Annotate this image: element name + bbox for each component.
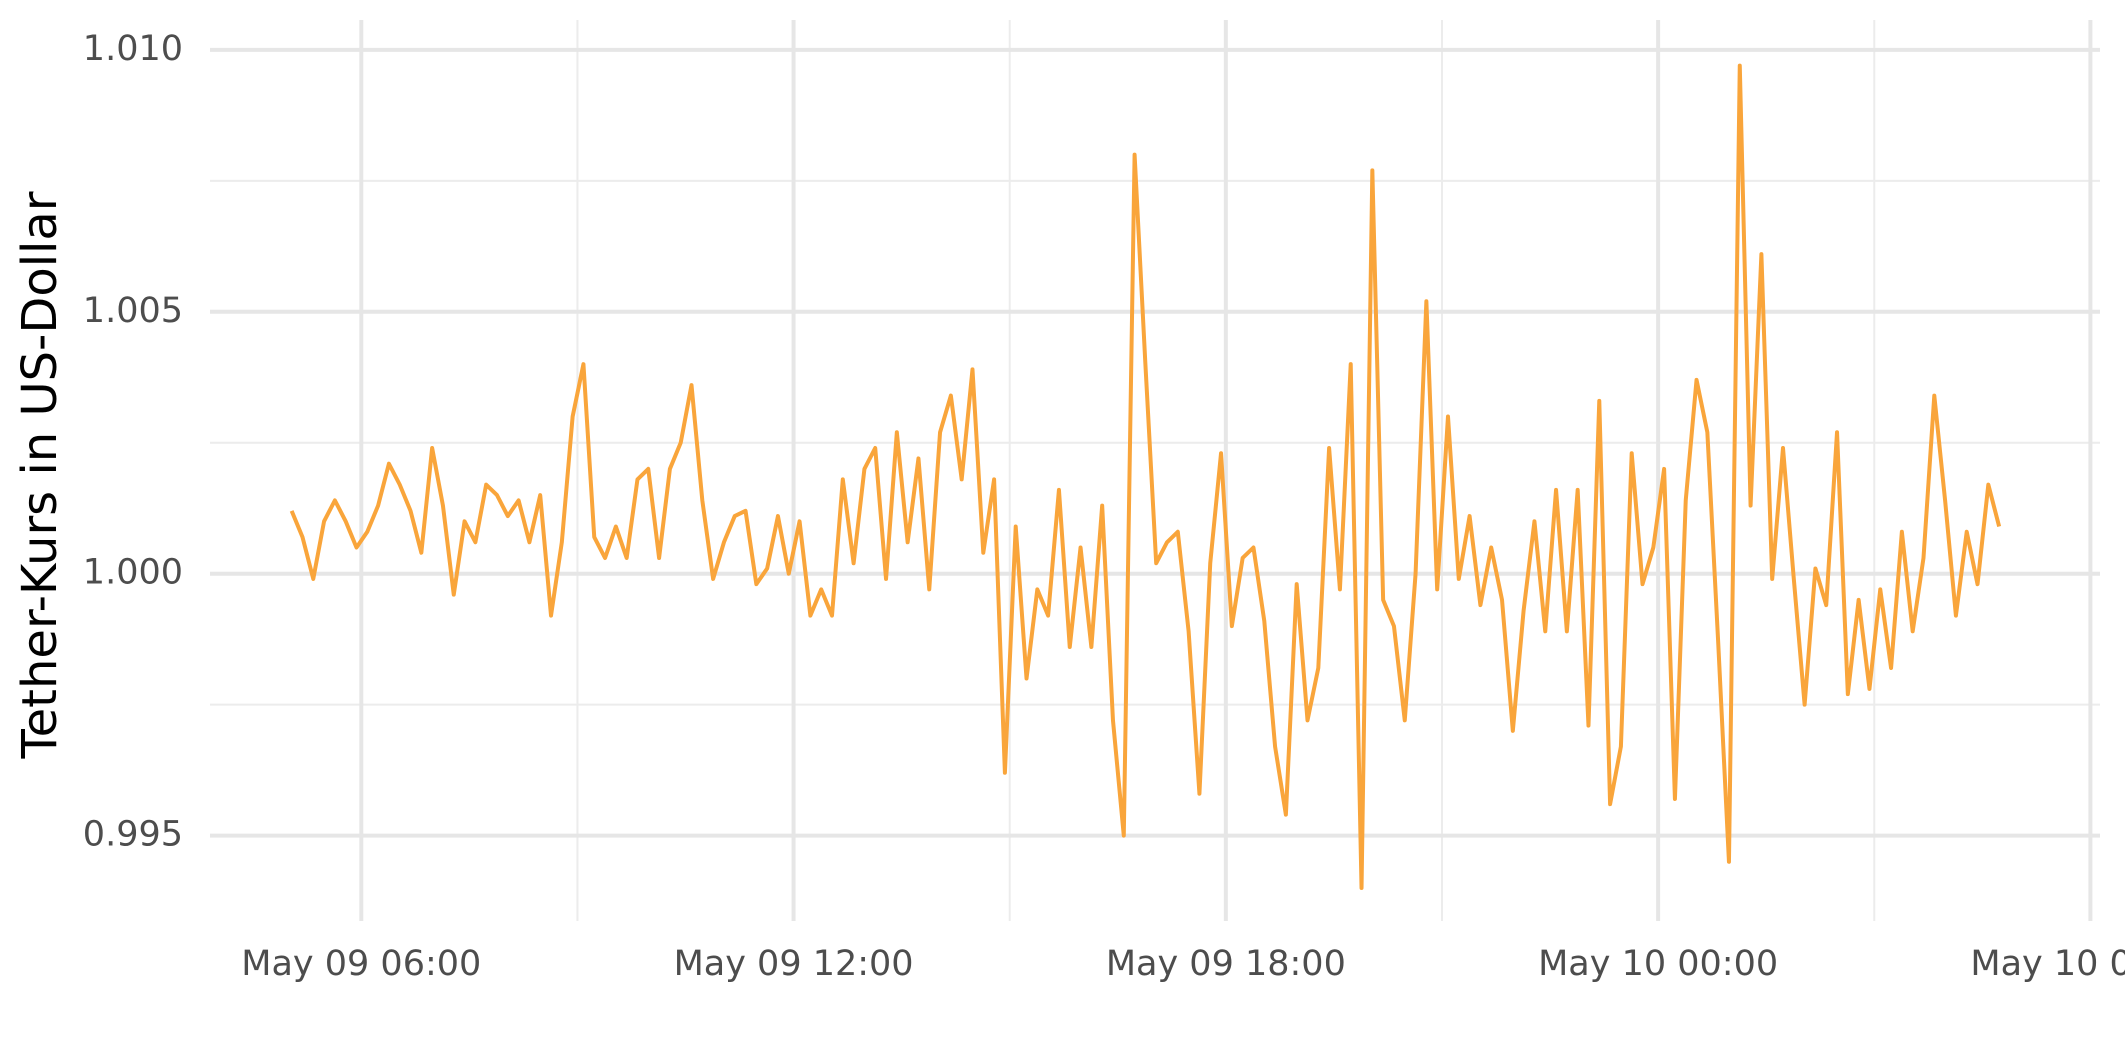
x-tick-label: May 10 06:00 [1970,944,2125,984]
y-axis-title: Tether-Kurs in US-Dollar [12,191,68,759]
y-tick-label: 1.010 [83,29,183,69]
x-tick-label: May 09 18:00 [1106,944,1346,984]
x-tick-label: May 10 00:00 [1538,944,1778,984]
x-tick-label: May 09 06:00 [241,944,481,984]
y-tick-label: 1.005 [83,291,183,331]
price-line [289,63,2002,890]
x-tick-label: May 09 12:00 [674,944,914,984]
y-tick-label: 0.995 [83,815,183,855]
y-tick-label: 1.000 [83,553,183,593]
